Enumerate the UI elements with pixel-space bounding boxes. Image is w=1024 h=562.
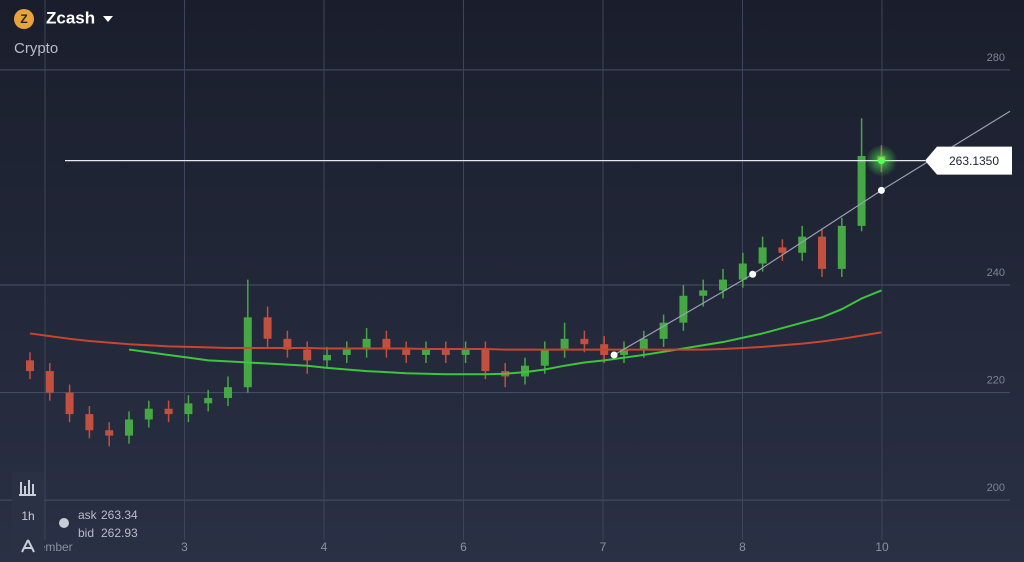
candle-body (481, 349, 490, 372)
asset-icon-glyph: Z (20, 12, 27, 26)
drawing-tool-button[interactable] (21, 539, 35, 553)
moving-average-line (29, 331, 882, 351)
candle-body (422, 349, 430, 355)
timeframe-button[interactable]: 1h (21, 509, 34, 523)
x-tick-label: 4 (321, 540, 328, 554)
candle-body (125, 419, 133, 436)
candle-body (45, 371, 54, 393)
candle-body (303, 349, 312, 361)
current-price-label: 263.1350 (949, 154, 999, 168)
candle-body (323, 354, 331, 361)
candle-body (699, 290, 708, 296)
candle-body (540, 349, 549, 366)
trendline-point (749, 270, 757, 278)
ask-label: ask (78, 508, 98, 522)
candle-body (580, 338, 589, 345)
asset-category: Crypto (14, 40, 58, 57)
current-price-dot (877, 157, 885, 165)
x-tick-label: 3 (181, 540, 188, 554)
asset-dropdown[interactable] (103, 16, 113, 22)
candle-body (362, 338, 371, 350)
candle-body (204, 397, 213, 404)
quote-icon (59, 518, 69, 528)
x-tick-label: 7 (600, 540, 607, 554)
candle-body (620, 349, 628, 355)
candle-body (184, 403, 193, 415)
chart-type-button[interactable] (19, 480, 36, 496)
y-tick-label: 200 (987, 482, 1005, 494)
candle-body (283, 338, 292, 350)
candle-body (679, 295, 688, 323)
candle-body (224, 387, 232, 398)
candle-body (402, 349, 411, 355)
candle-body (243, 317, 252, 388)
candle-body (837, 225, 846, 269)
asset-name[interactable]: Zcash (46, 8, 95, 27)
y-tick-label: 240 (987, 267, 1005, 279)
current-price-box (925, 146, 1012, 175)
asset-icon[interactable] (14, 9, 34, 29)
y-tick-label: 220 (987, 374, 1005, 386)
y-tick-label: 280 (987, 52, 1005, 64)
candle-body (144, 408, 153, 420)
x-tick-label: 8 (739, 540, 746, 554)
candle-body (263, 317, 272, 339)
candle-body (521, 365, 529, 377)
candle-body (382, 338, 391, 350)
candle-body (164, 408, 173, 415)
candle-body (26, 360, 34, 372)
candle-body (639, 338, 648, 350)
bid-value: 262.93 (101, 526, 138, 540)
moving-average-line (128, 289, 882, 376)
candle-body (85, 414, 94, 431)
candle-body (560, 338, 569, 350)
candle-body (798, 236, 807, 253)
candle-body (778, 247, 787, 253)
candle-body (105, 430, 114, 436)
x-tick-label: 10 (875, 540, 889, 554)
candle-body (758, 247, 767, 264)
candle-body (818, 236, 826, 269)
trendline-point (877, 186, 885, 194)
candle-body (659, 322, 668, 339)
ask-value: 263.34 (101, 508, 138, 522)
bid-label: bid (78, 526, 94, 540)
candle-body (461, 349, 470, 355)
candle-body (738, 263, 747, 280)
candle-body (441, 349, 450, 355)
candle-body (65, 392, 74, 415)
x-tick-label: 6 (460, 540, 467, 554)
candle-body (719, 279, 727, 291)
candle-body (857, 155, 866, 226)
candle-body (342, 349, 351, 355)
trendline-point (610, 351, 618, 359)
